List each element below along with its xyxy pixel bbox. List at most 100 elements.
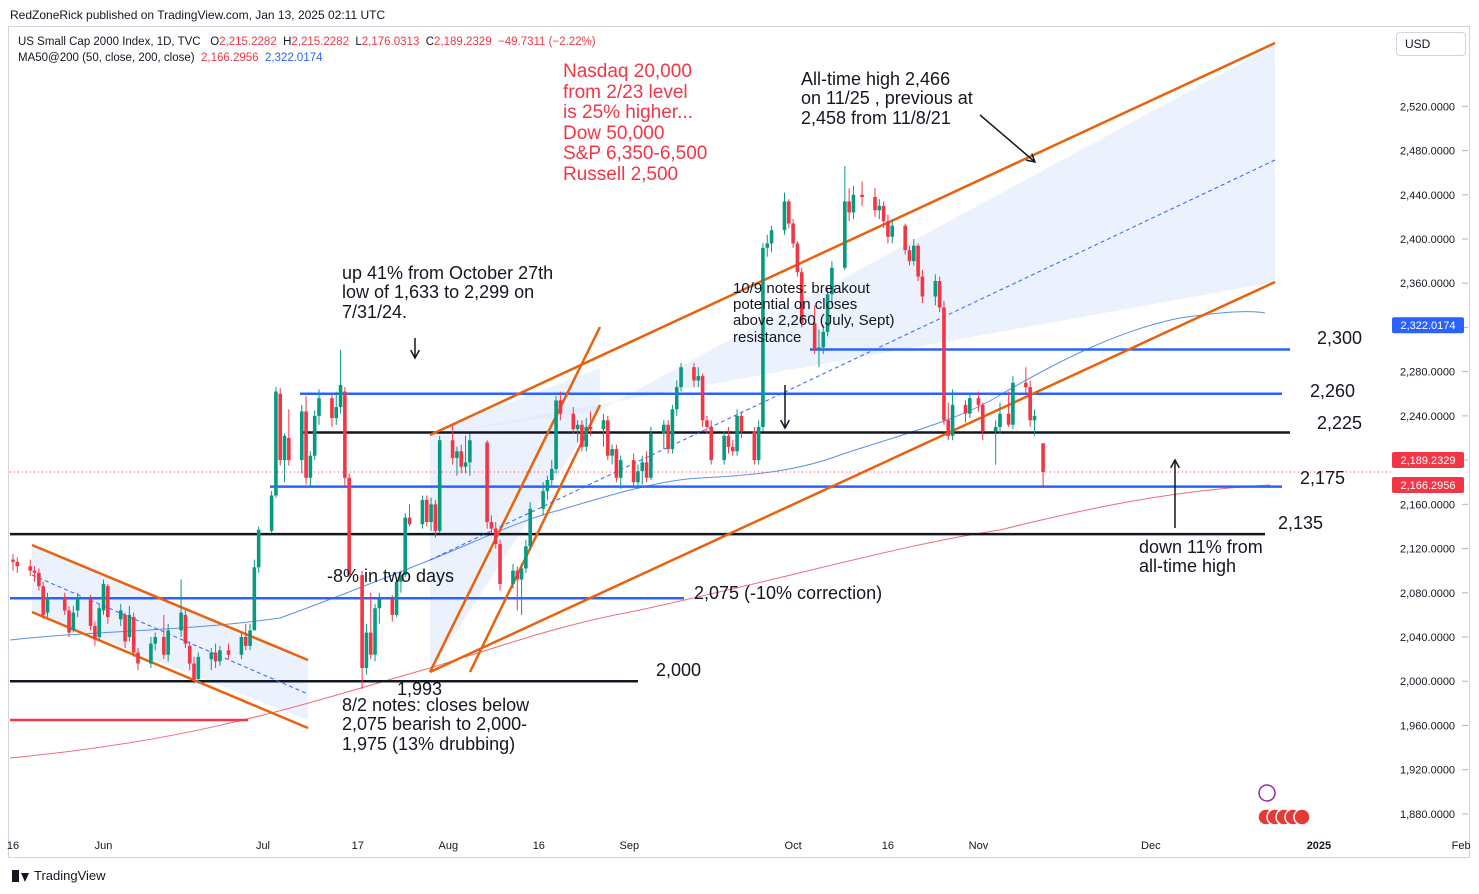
footer-brand[interactable]: TradingView xyxy=(34,868,106,883)
candle-body xyxy=(782,201,787,231)
chart-plot: 2,520.0000 2,480.0000 2,440.0000 2,400.0000… xyxy=(7,41,1471,852)
y-tick-label: 2,480.0000 xyxy=(1400,146,1455,158)
currency-button[interactable]: USD xyxy=(1396,32,1466,56)
candle-body xyxy=(873,196,877,211)
candle-body xyxy=(450,440,455,458)
candle-body xyxy=(584,426,589,447)
candle-body xyxy=(106,586,110,618)
candle-body xyxy=(218,650,222,662)
candle-body xyxy=(843,201,847,268)
candle-body xyxy=(605,420,610,456)
candle-body xyxy=(41,586,45,615)
candle-body xyxy=(580,424,584,447)
candle-body xyxy=(726,435,731,447)
candle-body xyxy=(722,435,726,461)
candle-body xyxy=(118,610,123,620)
x-tick-label: Jun xyxy=(95,840,113,852)
candle-body xyxy=(903,225,907,251)
candle-body xyxy=(1006,413,1011,425)
candle-body xyxy=(765,243,770,248)
y-tick-label: 2,240.0000 xyxy=(1400,411,1455,423)
candle-body xyxy=(278,393,283,461)
candle-body xyxy=(399,575,403,582)
annotation-notes-82: 8/2 notes: closes below 2,075 bearish to… xyxy=(342,695,530,754)
chart-frame xyxy=(8,26,1470,858)
ma50-line xyxy=(9,311,1266,641)
y-tick-label: 2,280.0000 xyxy=(1400,367,1455,379)
candle-body xyxy=(1028,387,1032,421)
candle-body xyxy=(179,612,183,631)
price-label-box xyxy=(1392,317,1464,334)
candle-body xyxy=(127,614,132,637)
candle-body xyxy=(528,508,532,547)
y-tick-label: 2,440.0000 xyxy=(1400,190,1455,202)
y-tick-label: 2,160.0000 xyxy=(1400,499,1455,511)
candle-body xyxy=(368,632,373,655)
legend-h: 2,215.2282 xyxy=(291,36,349,48)
candle-body xyxy=(916,245,920,277)
legend-l: 2,176.0313 xyxy=(361,36,420,48)
y-tick-label: 2,040.0000 xyxy=(1400,632,1455,644)
candle-body xyxy=(877,205,882,211)
candle-body xyxy=(101,583,106,611)
candle-body xyxy=(11,559,15,562)
candle-body xyxy=(455,451,459,458)
candle-body xyxy=(162,637,166,655)
publisher-line: RedZoneRick published on TradingView.com… xyxy=(10,8,386,22)
price-label-text: 2,166.2956 xyxy=(1400,480,1455,492)
candle-body xyxy=(403,517,408,576)
candle-body xyxy=(799,272,804,324)
candle-body xyxy=(166,630,170,655)
candle-body xyxy=(149,643,153,664)
y-tick-label: 1,920.0000 xyxy=(1400,765,1455,777)
candle-body xyxy=(735,415,739,452)
candle-body xyxy=(312,415,317,456)
candle-body xyxy=(424,499,429,523)
candle-body xyxy=(700,376,705,421)
candle-body xyxy=(644,462,649,478)
candle-body xyxy=(62,597,67,611)
candle-body xyxy=(498,544,502,584)
candle-body xyxy=(571,413,576,430)
candle-body xyxy=(390,599,395,615)
candle-body xyxy=(541,491,545,509)
channel-line-3 xyxy=(31,610,309,730)
legend-instrument[interactable]: US Small Cap 2000 Index, 1D, TVC xyxy=(18,36,201,48)
channel-line-0 xyxy=(429,41,1276,437)
candle-body xyxy=(976,398,981,405)
legend-ma50-value: 2,166.2956 xyxy=(201,52,259,64)
channel-midline xyxy=(429,159,1276,561)
candle-body xyxy=(67,610,71,633)
price-label-box xyxy=(1392,452,1464,468)
candle-body xyxy=(881,205,886,222)
candle-body xyxy=(795,243,800,273)
channel-line-2 xyxy=(31,543,309,662)
candle-body xyxy=(920,276,925,297)
candle-body xyxy=(364,632,369,668)
candle-body xyxy=(618,460,623,478)
candle-body xyxy=(243,637,248,646)
candle-body xyxy=(886,221,890,237)
candle-body xyxy=(32,570,37,573)
legend-ma-label[interactable]: MA50@200 (50, close, 200, close) xyxy=(18,52,195,64)
candle-body xyxy=(282,435,287,461)
candle-body xyxy=(890,225,895,237)
candle-body xyxy=(588,426,593,430)
candle-body xyxy=(825,294,830,332)
candle-body xyxy=(968,398,972,414)
candle-body xyxy=(847,201,851,213)
channel-line-5 xyxy=(468,404,602,673)
y-tick-label: 2,000.0000 xyxy=(1400,676,1455,688)
x-tick-label: 17 xyxy=(352,840,364,852)
candle-body xyxy=(226,650,231,655)
candle-body xyxy=(666,424,670,450)
candle-body xyxy=(907,250,912,262)
level-label-2135: 2,135 xyxy=(1278,513,1324,533)
candle-body xyxy=(558,400,563,414)
arrow-head-3 xyxy=(1170,458,1180,469)
candle-body xyxy=(511,570,515,584)
candle-body xyxy=(433,504,438,531)
candle-body xyxy=(649,433,653,478)
legend-c: 2,189.2329 xyxy=(434,36,492,48)
